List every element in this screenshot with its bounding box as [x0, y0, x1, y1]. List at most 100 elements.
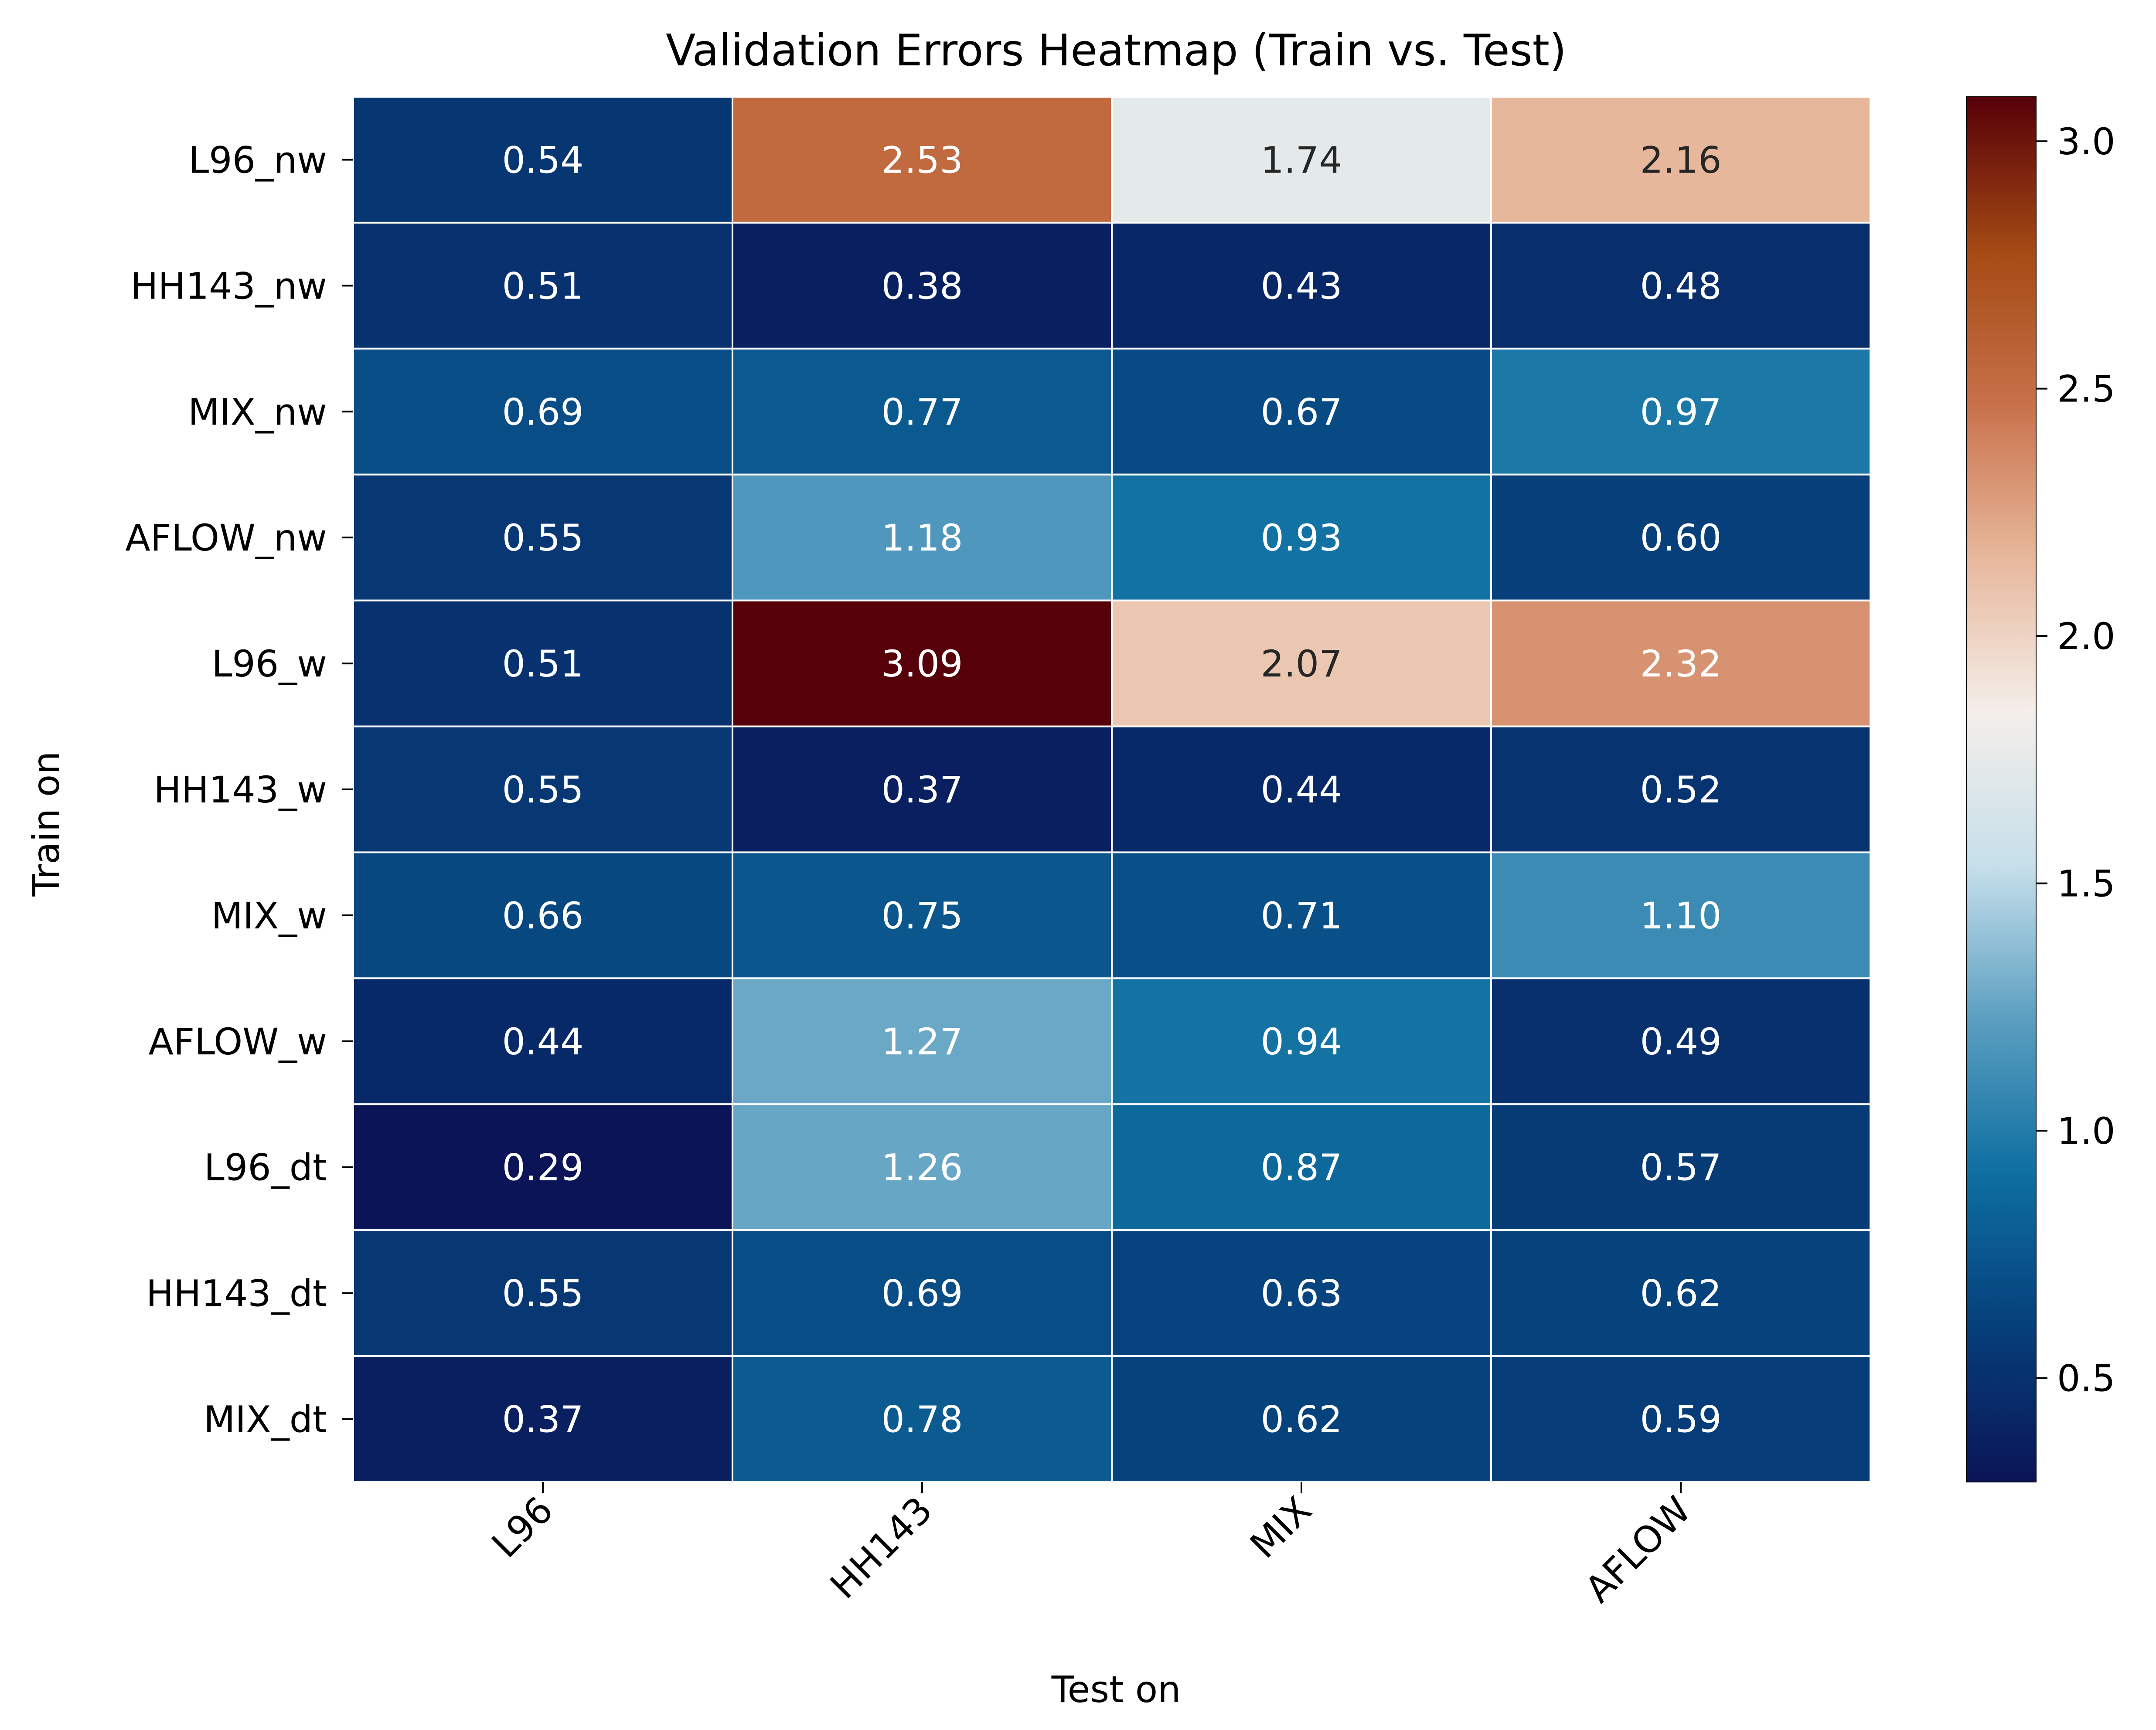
cell-value-label: 0.93 [1260, 517, 1342, 559]
y-tick-label: L96_nw [188, 139, 327, 181]
cell-value-label: 0.62 [1260, 1398, 1342, 1441]
heatmap-cell [1111, 977, 1492, 1105]
cell-value-label: 0.55 [502, 517, 583, 559]
cell-value-label: 0.43 [1260, 265, 1342, 307]
cell-value-label: 0.51 [502, 642, 583, 685]
cell-value-label: 0.38 [881, 265, 963, 307]
heatmap-cell [1490, 473, 1871, 602]
heatmap-cell [732, 473, 1113, 602]
cell-value-label: 0.59 [1640, 1398, 1721, 1441]
cell-value-label: 1.26 [881, 1146, 963, 1189]
colorbar-tick-label: 0.5 [2057, 1357, 2115, 1400]
y-tick-label: HH143_nw [130, 265, 327, 307]
cell-value-label: 0.48 [1640, 265, 1721, 307]
colorbar-tick-label: 1.5 [2057, 863, 2115, 905]
cell-value-label: 0.94 [1260, 1020, 1342, 1063]
cell-value-label: 0.55 [502, 1272, 583, 1315]
heatmap-cell [1111, 725, 1492, 853]
cell-value-label: 0.29 [502, 1146, 583, 1189]
cell-value-label: 0.66 [502, 894, 583, 937]
cell-value-label: 0.52 [1640, 768, 1721, 811]
y-tick-label: AFLOW_nw [125, 517, 327, 559]
heatmap-cell [732, 1355, 1113, 1483]
y-tick-label: HH143_w [154, 768, 327, 811]
cell-value-label: 0.69 [502, 391, 583, 433]
colorbar-tick-label: 2.5 [2057, 368, 2115, 411]
cell-value-label: 0.55 [502, 768, 583, 811]
y-tick-label: L96_dt [204, 1146, 327, 1189]
y-tick-label: L96_w [212, 642, 327, 685]
chart-title: Validation Errors Heatmap (Train vs. Tes… [666, 25, 1567, 76]
y-tick-label: MIX_nw [188, 391, 327, 433]
cell-value-label: 0.49 [1640, 1020, 1721, 1063]
colorbar-tick-label: 2.0 [2057, 615, 2115, 658]
heatmap-cell [1111, 473, 1492, 602]
cell-value-label: 1.10 [1640, 894, 1721, 937]
heatmap-cell [352, 851, 733, 979]
heatmap-cell [1111, 96, 1492, 224]
colorbar-frame [1966, 96, 2037, 1482]
x-tick-label: HH143 [822, 1489, 940, 1607]
heatmap-cell [732, 221, 1113, 350]
cell-value-label: 2.07 [1260, 642, 1342, 685]
cell-value-label: 0.62 [1640, 1272, 1721, 1315]
cell-value-label: 2.32 [1640, 642, 1721, 685]
cell-value-label: 2.16 [1640, 139, 1721, 181]
heatmap-cell [1490, 1103, 1871, 1231]
colorbar: 0.5 1.0 1.5 2.0 2.5 3.0 [1966, 96, 2115, 1482]
heatmap-cell [1490, 599, 1871, 727]
heatmap-cell [352, 96, 733, 224]
heatmap-cell [1111, 599, 1492, 727]
y-tick-label: AFLOW_w [149, 1020, 327, 1063]
cell-value-label: 3.09 [881, 642, 963, 685]
heatmap-cell [1111, 1355, 1492, 1483]
cell-value-label: 0.57 [1640, 1146, 1721, 1189]
heatmap-cell [1490, 851, 1871, 979]
cell-value-label: 0.67 [1260, 391, 1342, 433]
cell-value-label: 0.44 [502, 1020, 583, 1063]
heatmap-cell [352, 599, 733, 727]
heatmap-cell [732, 347, 1113, 476]
cell-value-label: 0.87 [1260, 1146, 1342, 1189]
heatmap-cell [1490, 1229, 1871, 1357]
colorbar-tick-label: 1.0 [2057, 1110, 2115, 1152]
cell-value-label: 0.77 [881, 391, 963, 433]
y-tick-label: HH143_dt [146, 1272, 327, 1315]
cell-value-label: 0.37 [502, 1398, 583, 1441]
y-axis: L96_nw HH143_nw MIX_nw AFLOW_nw L96_w HH143_w… [125, 139, 353, 1441]
heatmap-cell [352, 1229, 733, 1357]
heatmap-cells: 0.54 2.53 1.74 2.16 0.51 0.38 0.43 0.48 0.69 0.77… [352, 96, 1871, 1483]
cell-value-label: 0.60 [1640, 517, 1721, 559]
y-axis-label: Train on [25, 751, 68, 897]
cell-value-label: 1.18 [881, 517, 963, 559]
heatmap-cell [1490, 221, 1871, 350]
cell-value-label: 1.74 [1260, 139, 1342, 181]
cell-value-label: 2.53 [881, 139, 963, 181]
colorbar-tick-label: 3.0 [2057, 120, 2115, 163]
heatmap-cell [352, 977, 733, 1105]
cell-value-label: 0.71 [1260, 894, 1342, 937]
heatmap-cell [1490, 725, 1871, 853]
cell-value-label: 0.63 [1260, 1272, 1342, 1315]
heatmap-cell [1111, 1103, 1492, 1231]
heatmap-cell [352, 473, 733, 602]
heatmap-cell [1111, 1229, 1492, 1357]
heatmap-cell [732, 1229, 1113, 1357]
cell-value-label: 0.37 [881, 768, 963, 811]
cell-value-label: 0.69 [881, 1272, 963, 1315]
heatmap-cell [352, 725, 733, 853]
y-tick-label: MIX_dt [204, 1398, 327, 1441]
heatmap-cell [1490, 96, 1871, 224]
heatmap-cell [732, 96, 1113, 224]
cell-value-label: 0.78 [881, 1398, 963, 1441]
heatmap-cell [732, 599, 1113, 727]
cell-value-label: 0.44 [1260, 768, 1342, 811]
colorbar-gradient [1966, 97, 2036, 1482]
cell-value-label: 1.27 [881, 1020, 963, 1063]
heatmap-cell [732, 725, 1113, 853]
cell-value-label: 0.75 [881, 894, 963, 937]
x-tick-label: MIX [1242, 1489, 1320, 1567]
x-tick-label: L96 [484, 1489, 561, 1566]
y-tick-label: MIX_w [211, 894, 327, 937]
